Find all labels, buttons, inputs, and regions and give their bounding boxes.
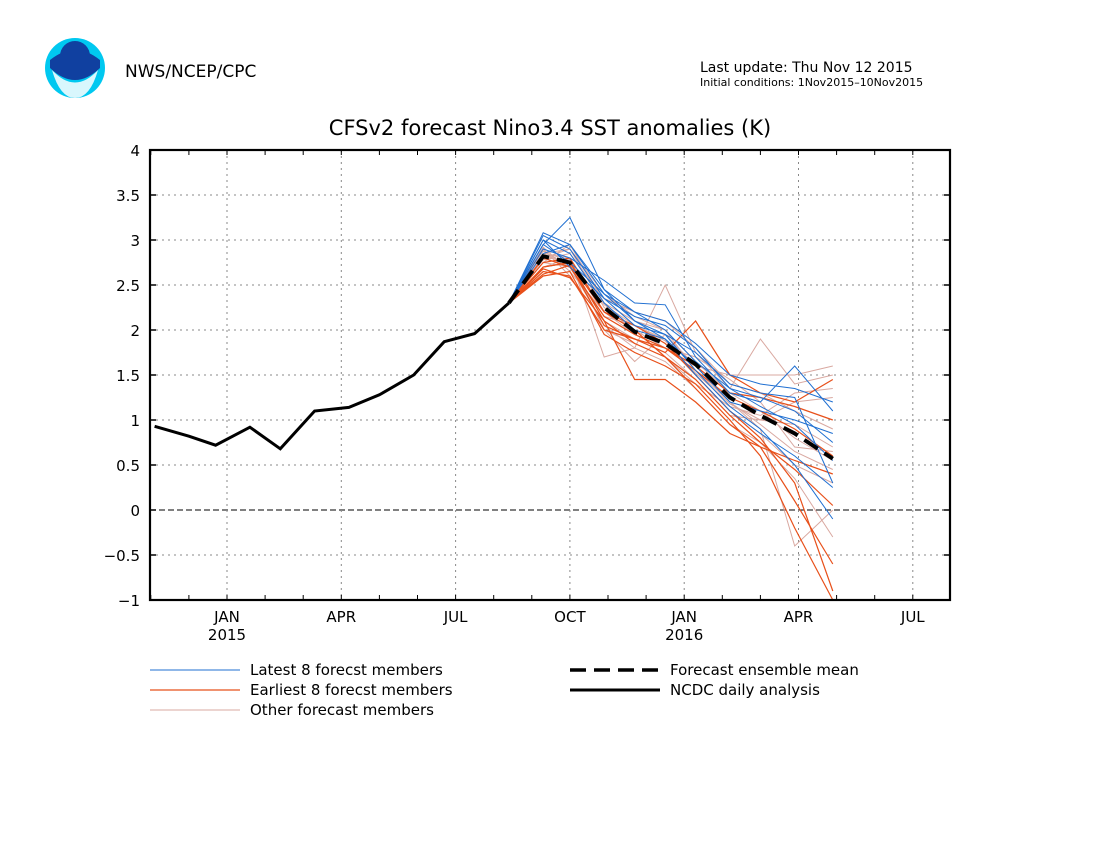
earliest-member-line (508, 261, 834, 565)
y-tick-label: 1 (130, 412, 140, 430)
earliest-member-line (508, 268, 834, 475)
x-tick-year-label: 2015 (208, 626, 246, 644)
latest-member-line (508, 239, 834, 443)
x-tick-label: JUL (443, 608, 468, 626)
legend-label-latest: Latest 8 forecst members (250, 661, 443, 679)
y-tick-label: 3.5 (116, 187, 140, 205)
noaa-logo (45, 38, 105, 98)
legend-label-other: Other forecast members (250, 701, 434, 719)
plot-frame (148, 148, 952, 602)
y-tick-label: 2 (130, 322, 140, 340)
earliest-member-line (508, 270, 834, 601)
legend-label-observed: NCDC daily analysis (670, 681, 820, 699)
earliest-member-line (508, 257, 834, 592)
x-tick-year-label: 2016 (665, 626, 703, 644)
x-tick-label: JAN (670, 608, 697, 626)
latest-member-line (508, 248, 834, 412)
series-lines (154, 216, 834, 601)
legend-label-mean: Forecast ensemble mean (670, 661, 859, 679)
y-tick-label: −1 (118, 592, 140, 610)
y-tick-label: 0.5 (116, 457, 140, 475)
y-tick-label: 2.5 (116, 277, 140, 295)
y-tick-label: 1.5 (116, 367, 140, 385)
agency-label: NWS/NCEP/CPC (125, 62, 256, 82)
other-member-line (508, 246, 834, 470)
latest-member-line (508, 243, 834, 461)
last-update-text: Last update: Thu Nov 12 2015 (700, 60, 913, 76)
other-member-line (508, 243, 834, 547)
earliest-member-line (508, 264, 834, 421)
observed-analysis-line (154, 301, 510, 451)
x-tick-label: JAN (213, 608, 240, 626)
grid-lines (150, 150, 950, 600)
chart-title: CFSv2 forecast Nino3.4 SST anomalies (K) (329, 116, 771, 140)
latest-member-line (508, 216, 833, 403)
y-tick-label: 0 (130, 502, 140, 520)
legend-label-earliest: Earliest 8 forecst members (250, 681, 453, 699)
y-tick-label: 4 (130, 142, 140, 160)
legend: Latest 8 forecst members Earliest 8 forec… (150, 661, 859, 719)
x-tick-label: APR (784, 608, 814, 626)
initial-conditions-text: Initial conditions: 1Nov2015–10Nov2015 (700, 76, 923, 89)
latest-member-line (508, 243, 834, 488)
ensemble-mean-line (507, 253, 834, 461)
y-tick-label: 3 (130, 232, 140, 250)
x-tick-label: OCT (554, 608, 586, 626)
other-member-line (508, 261, 834, 538)
x-tick-label: JUL (900, 608, 925, 626)
other-member-line (508, 248, 833, 376)
other-member-line (508, 248, 833, 452)
x-tick-label: APR (326, 608, 356, 626)
y-tick-label: −0.5 (104, 547, 140, 565)
